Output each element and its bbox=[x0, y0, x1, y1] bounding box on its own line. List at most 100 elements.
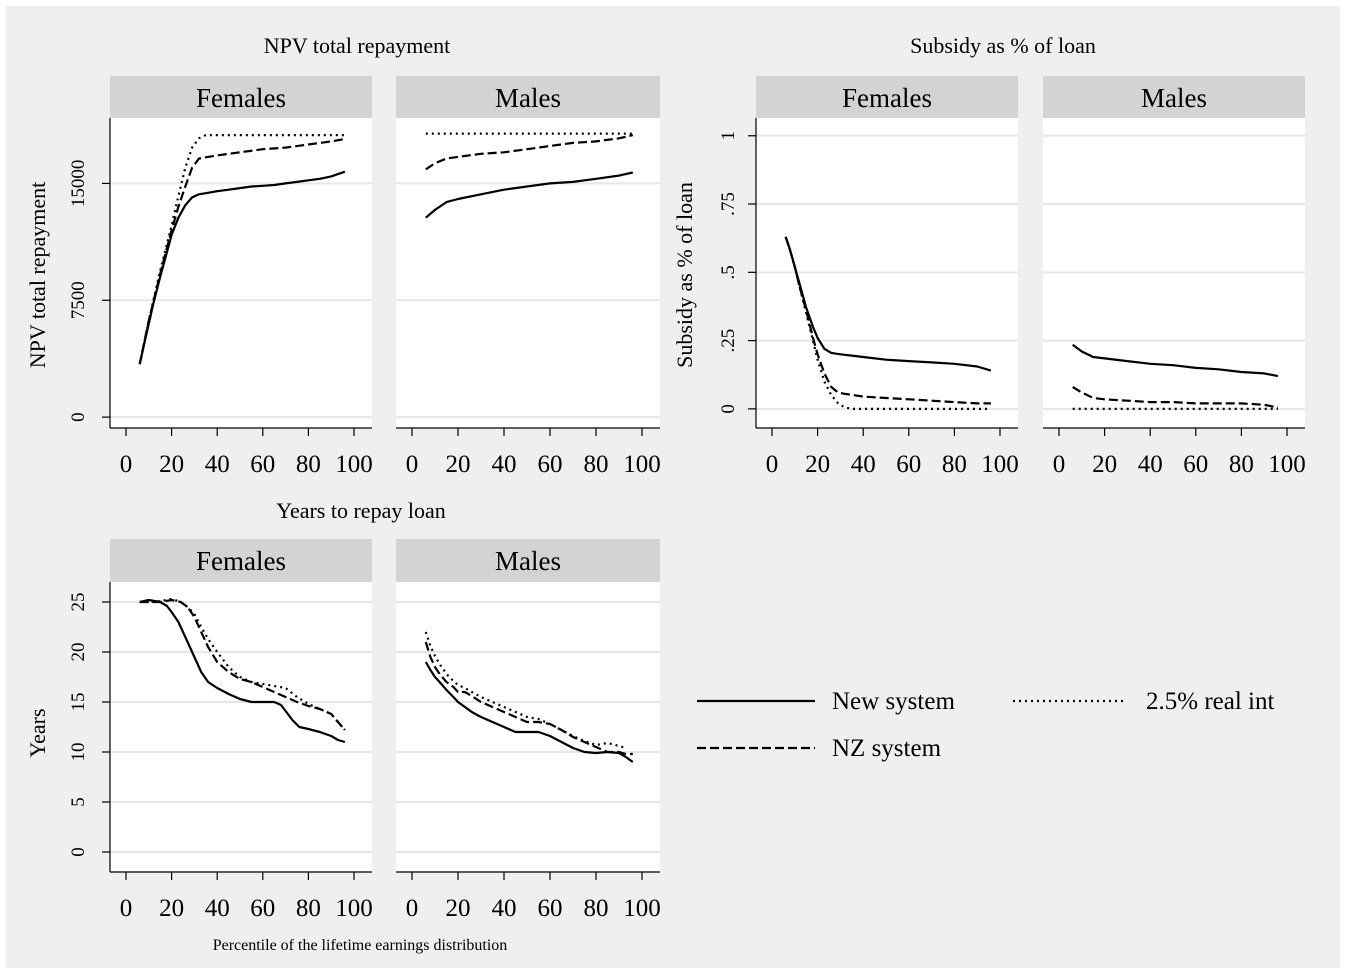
x-tick-label: 100 bbox=[623, 895, 661, 922]
series-line-new-system bbox=[424, 661, 634, 763]
y-tick-label: 20 bbox=[68, 643, 89, 662]
x-tick-label: 60 bbox=[250, 895, 275, 922]
panel-males: Males 0 20 40 60 80 100 bbox=[396, 539, 661, 922]
x-tick-label: 100 bbox=[335, 451, 373, 478]
y-tick-label: 15000 bbox=[68, 160, 89, 208]
x-tick-label: 20 bbox=[805, 451, 830, 478]
x-tick-label: 0 bbox=[406, 895, 419, 922]
x-tick-label: 100 bbox=[981, 451, 1019, 478]
panel-males: Males 0 20 40 60 80 100 bbox=[396, 76, 661, 478]
panel-strip bbox=[756, 76, 1018, 118]
y-tick-label: 0 bbox=[68, 847, 89, 857]
series-line-2-5-real-int bbox=[424, 631, 627, 750]
x-tick-label: 100 bbox=[335, 895, 373, 922]
x-tick-label: 40 bbox=[1138, 451, 1163, 478]
plot-area bbox=[110, 582, 372, 872]
x-tick-label: 60 bbox=[1183, 451, 1208, 478]
series-line-2-5-real-int bbox=[784, 236, 991, 410]
panel-strip bbox=[110, 539, 372, 582]
x-tick-label: 80 bbox=[584, 895, 609, 922]
figure-xlabel: Percentile of the lifetime earnings dist… bbox=[213, 937, 508, 954]
x-tick-label: 0 bbox=[406, 451, 419, 478]
series-line-new-system bbox=[1072, 343, 1279, 378]
plot-area bbox=[110, 118, 372, 428]
x-tick-label: 20 bbox=[159, 895, 184, 922]
chart-title: Years to repay loan bbox=[276, 498, 445, 523]
x-tick-label: 20 bbox=[159, 451, 184, 478]
panel-strip-label: Females bbox=[842, 83, 932, 113]
legend-label: 2.5% real int bbox=[1146, 688, 1274, 715]
x-tick-label: 40 bbox=[851, 451, 876, 478]
series-line-nz-system bbox=[425, 134, 634, 171]
x-tick-label: 0 bbox=[120, 451, 133, 478]
panel-males: Males 0 20 40 60 80 100 bbox=[1043, 76, 1306, 478]
legend: New system 2.5% real int NZ system bbox=[697, 688, 1274, 762]
series-line-2-5-real-int bbox=[139, 597, 346, 731]
x-tick-label: 80 bbox=[296, 895, 321, 922]
legend-item: NZ system bbox=[697, 735, 942, 762]
x-tick-label: 20 bbox=[446, 451, 471, 478]
panel-strip-label: Females bbox=[196, 83, 286, 113]
series-line-new-system bbox=[138, 170, 346, 365]
panel-strip bbox=[396, 539, 660, 582]
series-line-nz-system bbox=[1072, 386, 1279, 409]
plot-area bbox=[396, 118, 660, 428]
chart-3: Years to repay loan Years Females 0 20 40 60 80… bbox=[25, 498, 661, 922]
x-tick-label: 60 bbox=[250, 451, 275, 478]
y-tick-label: 15 bbox=[68, 693, 89, 712]
panel-strip-label: Females bbox=[196, 546, 286, 576]
series-line-nz-system bbox=[139, 598, 346, 731]
panel-strip-label: Males bbox=[495, 83, 561, 113]
x-tick-label: 0 bbox=[1053, 451, 1066, 478]
y-tick-label: 10 bbox=[68, 743, 89, 762]
y-tick-label: 0 bbox=[718, 404, 739, 414]
x-tick-label: 40 bbox=[205, 451, 230, 478]
panel-females: Females 0 20 40 60 80 100 0 7500 15000 bbox=[68, 76, 373, 478]
y-tick-label: .25 bbox=[718, 329, 739, 353]
series-line-nz-system bbox=[784, 236, 991, 405]
chart-title: NPV total repayment bbox=[264, 33, 451, 58]
y-tick-label: 5 bbox=[68, 797, 89, 807]
x-tick-label: 100 bbox=[623, 451, 661, 478]
x-tick-label: 80 bbox=[584, 451, 609, 478]
x-tick-label: 60 bbox=[538, 895, 563, 922]
x-tick-label: 40 bbox=[205, 895, 230, 922]
x-tick-label: 40 bbox=[492, 451, 517, 478]
chart-1: NPV total repayment NPV total repayment Fe… bbox=[25, 33, 661, 478]
y-tick-label: 7500 bbox=[68, 281, 89, 319]
x-tick-label: 40 bbox=[492, 895, 517, 922]
legend-item: 2.5% real int bbox=[1013, 688, 1274, 715]
panel-females: Females 0 20 40 60 80 100 0 5 10 15 20 25 bbox=[68, 539, 373, 922]
x-tick-label: 80 bbox=[1229, 451, 1254, 478]
x-tick-label: 100 bbox=[1268, 451, 1306, 478]
x-tick-label: 20 bbox=[1092, 451, 1117, 478]
legend-label: NZ system bbox=[832, 735, 942, 762]
chart-2: Subsidy as % of loan Subsidy as % of loan… bbox=[672, 33, 1306, 478]
series-line-nz-system bbox=[138, 137, 346, 365]
y-axis-label: Years bbox=[25, 708, 50, 757]
series-line-nz-system bbox=[424, 641, 633, 756]
chart-title: Subsidy as % of loan bbox=[910, 33, 1096, 58]
panel-strip-label: Males bbox=[495, 546, 561, 576]
series-line-new-system bbox=[425, 171, 634, 219]
y-tick-label: .75 bbox=[718, 192, 739, 216]
legend-label: New system bbox=[832, 688, 955, 715]
y-axis-label: NPV total repayment bbox=[25, 182, 50, 369]
y-axis-label: Subsidy as % of loan bbox=[672, 182, 697, 368]
x-tick-label: 0 bbox=[120, 895, 133, 922]
charts: NPV total repayment NPV total repayment Fe… bbox=[25, 33, 1306, 922]
x-tick-label: 60 bbox=[538, 451, 563, 478]
y-tick-label: .5 bbox=[718, 265, 739, 279]
x-tick-label: 60 bbox=[896, 451, 921, 478]
x-tick-label: 80 bbox=[942, 451, 967, 478]
panel-females: Females 0 20 40 60 80 100 0 .25 .5 .75 1 bbox=[718, 76, 1019, 478]
y-tick-label: 0 bbox=[68, 412, 89, 422]
panel-strip bbox=[396, 76, 660, 118]
x-tick-label: 0 bbox=[766, 451, 779, 478]
series-line-new-system bbox=[139, 598, 346, 744]
panel-strip bbox=[110, 76, 372, 118]
y-tick-label: 1 bbox=[718, 131, 739, 141]
x-tick-label: 80 bbox=[296, 451, 321, 478]
y-tick-label: 25 bbox=[68, 593, 89, 612]
